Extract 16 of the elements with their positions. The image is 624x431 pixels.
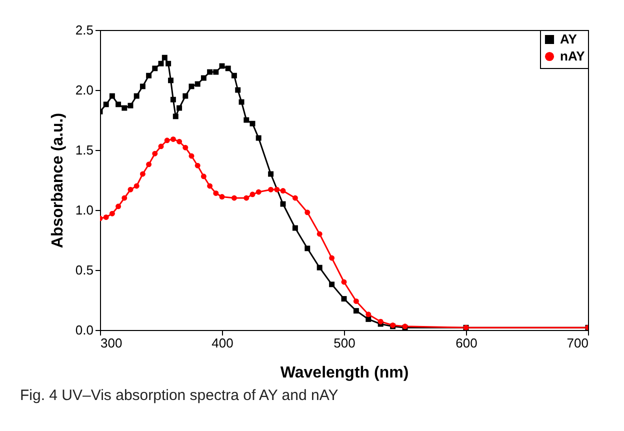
x-tick-label: 300 <box>100 336 122 350</box>
y-tick-label: 0.0 <box>75 322 94 338</box>
y-tick-label: 2.5 <box>75 22 94 38</box>
x-axis-title: Wavelength (nm) <box>280 364 409 382</box>
x-tick-label: 700 <box>566 336 588 350</box>
legend-label: AY <box>560 32 578 46</box>
y-tick-label: 1.0 <box>75 202 94 218</box>
x-tick-label: 400 <box>212 336 234 350</box>
caption: Fig. 4 UV–Vis absorption spectra of AY and nAY <box>20 387 338 404</box>
x-tick-label: 600 <box>456 336 478 350</box>
y-tick-label: 0.5 <box>75 262 94 278</box>
x-tick-label: 500 <box>334 336 356 350</box>
y-tick-label: 2.0 <box>75 82 94 98</box>
legend-label: nAY <box>560 48 586 64</box>
y-axis-title: Absorbance (a.u.) <box>49 112 66 248</box>
y-tick-label: 1.5 <box>75 142 94 158</box>
